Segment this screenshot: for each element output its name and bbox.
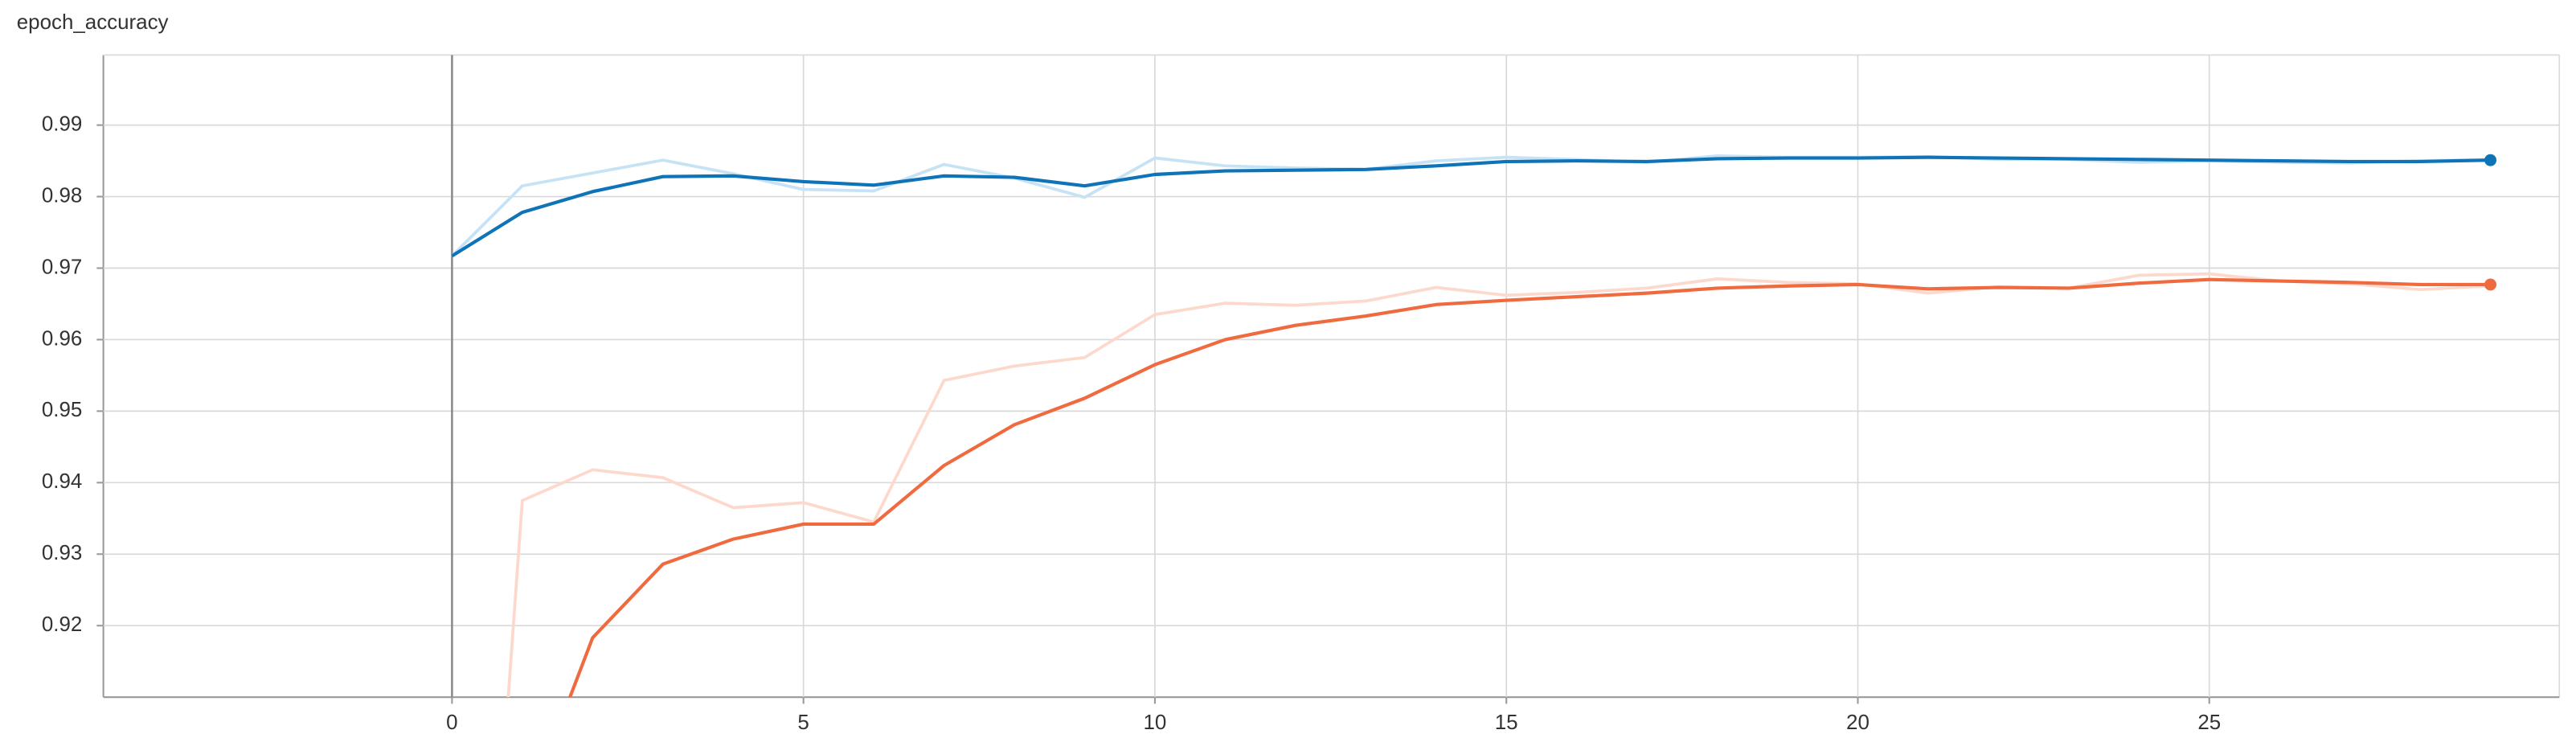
chart-title: epoch_accuracy — [17, 11, 169, 34]
plot-area — [451, 154, 2497, 698]
y-tick-label: 0.93 — [42, 542, 82, 564]
series-line — [506, 272, 2491, 698]
x-tick-label: 0 — [446, 711, 457, 734]
y-tick-label: 0.94 — [42, 470, 82, 493]
x-tick-label: 25 — [2197, 711, 2221, 734]
x-tick-label: 5 — [797, 711, 809, 734]
y-tick-label: 0.92 — [42, 613, 82, 636]
y-tick-label: 0.95 — [42, 399, 82, 421]
last-point — [2484, 154, 2497, 166]
y-tick-label: 0.99 — [42, 113, 82, 135]
series-line — [567, 277, 2491, 698]
y-tick-label: 0.97 — [42, 256, 82, 278]
series-line — [451, 155, 2491, 258]
y-tick-label: 0.96 — [42, 327, 82, 350]
x-tick-label: 20 — [1846, 711, 1870, 734]
x-tick-label: 15 — [1495, 711, 1518, 734]
y-tick-label: 0.98 — [42, 184, 82, 207]
x-tick-label: 10 — [1144, 711, 1167, 734]
grid: 0.92 0.93 0.94 0.95 0.96 0.97 0.98 0.99 0 5 10 15 20… — [42, 54, 2561, 734]
series-line — [451, 154, 2491, 257]
last-point — [2484, 278, 2497, 291]
